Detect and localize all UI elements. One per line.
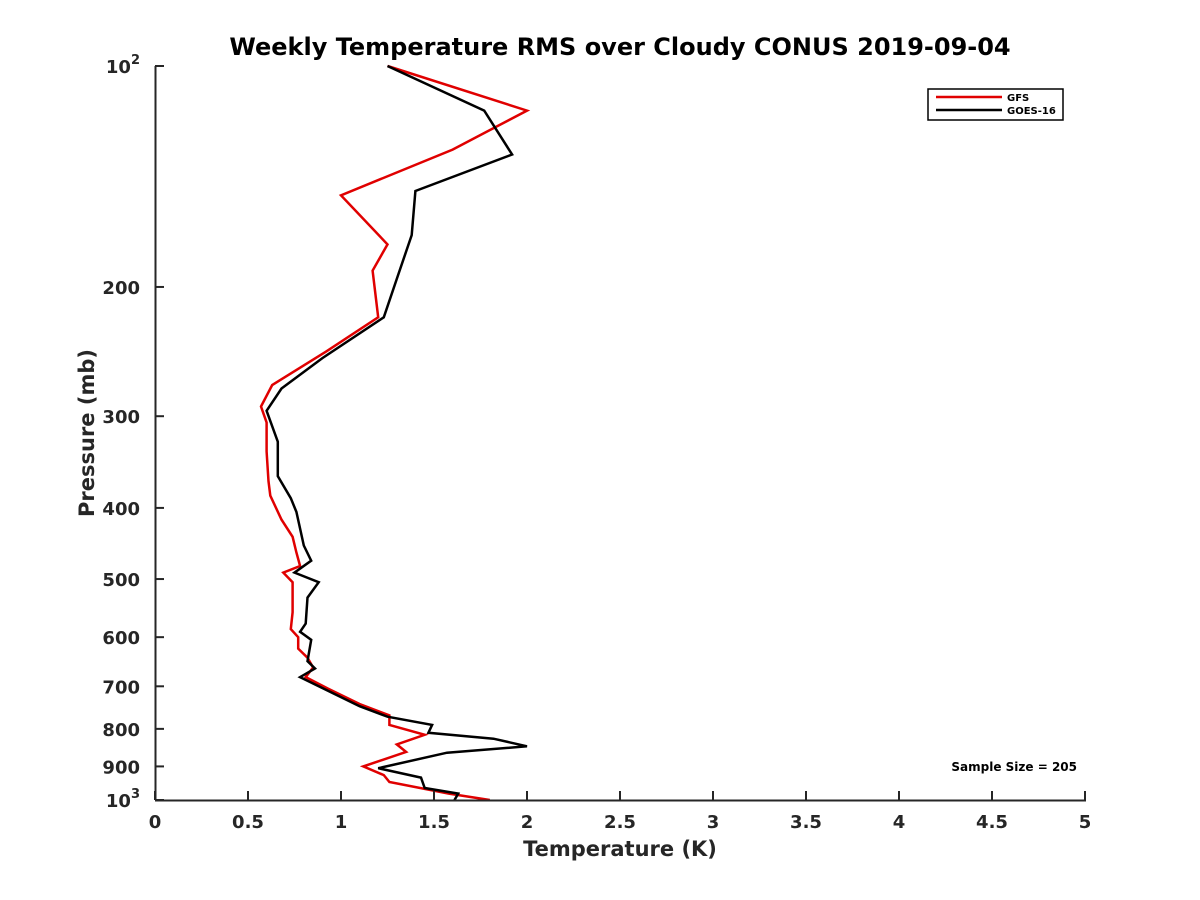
y-tick-label: 300 xyxy=(102,407,140,428)
x-tick-label: 0 xyxy=(149,812,162,833)
x-tick-label: 0.5 xyxy=(232,812,264,833)
x-tick-label: 1 xyxy=(335,812,348,833)
y-tick-label: 700 xyxy=(102,677,140,698)
x-tick-label: 3 xyxy=(707,812,720,833)
legend-label-goes16: GOES-16 xyxy=(1007,106,1056,117)
y-tick-label: 800 xyxy=(102,720,140,741)
x-tick-label: 2 xyxy=(521,812,534,833)
x-tick-label: 2.5 xyxy=(604,812,636,833)
legend: GFS GOES-16 xyxy=(927,88,1064,121)
chart-title: Weekly Temperature RMS over Cloudy CONUS… xyxy=(229,33,1010,61)
plot-area: 0 0.5 1 1.5 2 2.5 3 3.5 4 4.5 5 102 200 300 400 500 600… xyxy=(102,53,1091,833)
y-tick-label: 500 xyxy=(102,570,140,591)
legend-label-gfs: GFS xyxy=(1007,93,1029,104)
y-tick-label: 400 xyxy=(102,499,140,520)
y-tick-label: 600 xyxy=(102,628,140,649)
x-tick-label: 4 xyxy=(893,812,906,833)
x-tick-label: 1.5 xyxy=(418,812,450,833)
y-tick-label: 200 xyxy=(102,278,140,299)
x-axis-label: Temperature (K) xyxy=(523,837,717,861)
sample-size-annotation: Sample Size = 205 xyxy=(951,760,1077,774)
legend-box xyxy=(927,88,1064,121)
y-tick-label: 102 xyxy=(106,53,140,78)
x-tick-label: 4.5 xyxy=(976,812,1008,833)
series-layer xyxy=(259,64,531,802)
x-tick-label: 3.5 xyxy=(790,812,822,833)
x-tick-label: 5 xyxy=(1079,812,1092,833)
x-ticks: 0 0.5 1 1.5 2 2.5 3 3.5 4 4.5 5 xyxy=(149,791,1092,833)
y-tick-label: 103 xyxy=(106,787,140,812)
y-axis-label: Pressure (mb) xyxy=(75,349,99,517)
y-tick-label: 900 xyxy=(102,757,140,778)
y-ticks: 102 200 300 400 500 600 700 800 900 103 xyxy=(102,53,164,812)
series-line-gfs xyxy=(259,64,531,802)
series-line-goes16 xyxy=(265,64,528,801)
